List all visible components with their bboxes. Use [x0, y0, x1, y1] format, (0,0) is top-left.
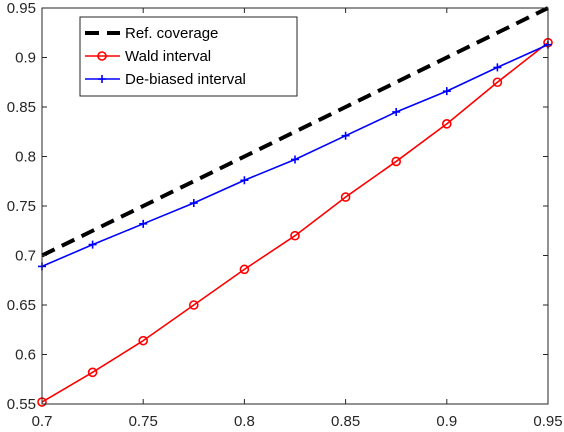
x-tick-label: 0.9 [436, 413, 457, 430]
legend-marker [97, 51, 107, 61]
data-point [88, 240, 97, 249]
data-point [87, 367, 98, 378]
y-tick-label: 0.95 [7, 0, 36, 17]
x-tick-label: 0.7 [32, 413, 53, 430]
x-tick-label: 0.75 [129, 413, 158, 430]
y-tick-label: 0.7 [15, 248, 36, 265]
axes: 0.7 0.75 0.8 0.85 0.9 0.95 0.55 0.6 0.65 0.7 0.75 0… [7, 0, 563, 430]
data-point [138, 335, 148, 346]
legend-label: Wald interval [125, 48, 211, 65]
data-point [240, 176, 249, 185]
data-point [392, 107, 401, 116]
y-tick-label: 0.65 [7, 297, 36, 314]
data-point [189, 199, 198, 208]
data-point [291, 155, 299, 164]
data-point [290, 230, 300, 241]
data-point [189, 300, 199, 310]
legend-entry: Wald interval [85, 48, 211, 65]
series-1 [37, 37, 553, 407]
legend-marker [98, 75, 106, 83]
data-point [493, 63, 502, 72]
data-point [341, 131, 350, 140]
y-tick-label: 0.9 [15, 50, 36, 67]
x-tick-label: 0.95 [533, 413, 562, 430]
x-tick-label: 0.85 [331, 413, 360, 430]
legend-label: De-biased interval [125, 71, 246, 88]
data-point [442, 87, 451, 96]
y-tick-label: 0.75 [7, 198, 36, 215]
series-0 [41, 6, 549, 258]
series-line [41, 6, 549, 258]
x-tick-label: 0.8 [234, 413, 255, 430]
legend: Ref. coverage Wald interval De-biased inte… [79, 16, 298, 97]
series-line [41, 42, 549, 403]
series-2 [38, 40, 552, 271]
legend-entry: Ref. coverage [85, 25, 218, 42]
data-point [492, 77, 503, 88]
data-point [239, 264, 250, 275]
data-point [391, 156, 402, 167]
series-layer [37, 6, 553, 407]
y-tick-label: 0.55 [7, 396, 36, 413]
y-tick-label: 0.6 [15, 347, 36, 364]
data-point [139, 219, 148, 228]
y-tick-label: 0.85 [7, 99, 36, 116]
legend-entry: De-biased interval [85, 71, 246, 88]
data-point [340, 192, 351, 202]
data-point [441, 119, 452, 129]
legend-label: Ref. coverage [125, 25, 218, 42]
y-tick-label: 0.8 [15, 149, 36, 166]
